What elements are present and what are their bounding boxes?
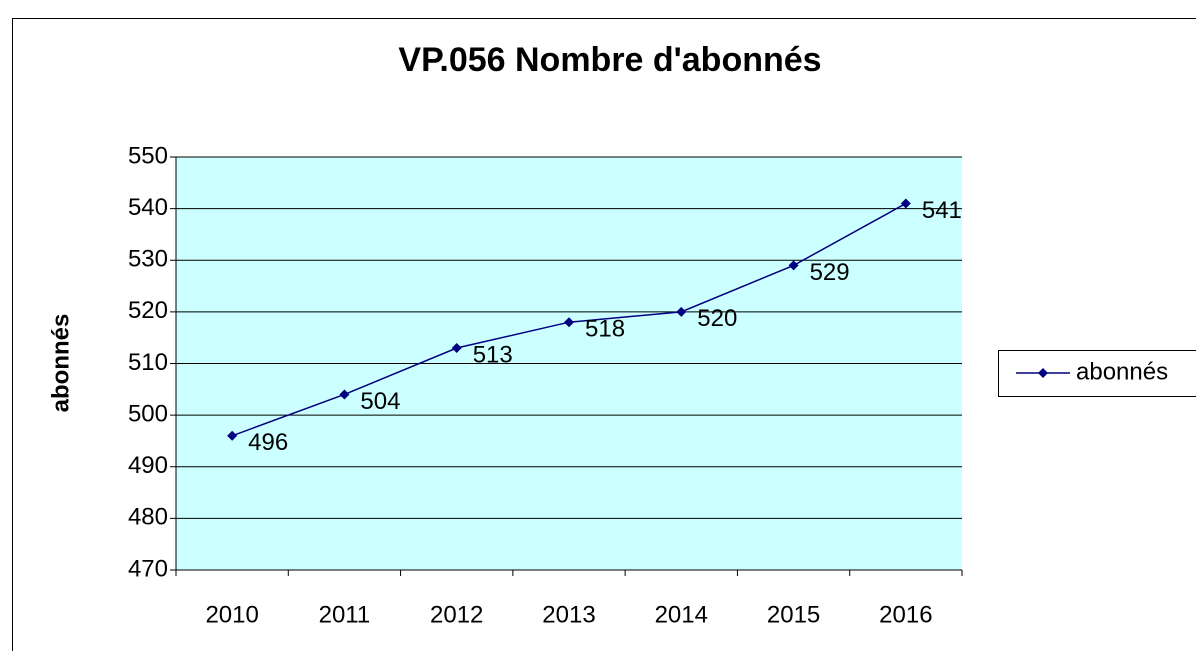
y-tick-label: 500 (128, 400, 168, 427)
y-tick-label: 530 (128, 246, 168, 273)
y-axis-label: abonnés (47, 314, 74, 413)
data-label: 504 (360, 388, 400, 415)
marker (900, 198, 911, 209)
marker (339, 389, 350, 400)
legend-label: abonnés (1076, 358, 1168, 385)
x-tick-label: 2010 (205, 601, 258, 628)
data-label: 541 (922, 197, 962, 224)
marker (227, 430, 238, 441)
x-tick-label: 2012 (430, 601, 483, 628)
marker (676, 306, 687, 317)
marker (451, 343, 462, 354)
data-label: 518 (585, 316, 625, 343)
y-tick-label: 490 (128, 452, 168, 479)
y-tick-label: 480 (128, 504, 168, 531)
chart-title: VP.056 Nombre d'abonnés (398, 41, 821, 79)
y-tick-label: 540 (128, 194, 168, 221)
y-tick-label: 520 (128, 297, 168, 324)
y-tick-label: 510 (128, 349, 168, 376)
data-label: 496 (248, 429, 288, 456)
x-tick-label: 2011 (319, 601, 371, 628)
y-tick-label: 470 (128, 555, 168, 582)
x-tick-label: 2016 (879, 601, 932, 628)
data-label: 520 (697, 305, 737, 332)
legend: abonnés (998, 350, 1196, 397)
x-tick-label: 2015 (767, 601, 820, 628)
data-label: 513 (473, 341, 513, 368)
marker (564, 317, 574, 328)
marker (788, 260, 799, 271)
data-label: 529 (810, 259, 850, 286)
x-tick-label: 2013 (542, 601, 595, 628)
y-tick-label: 550 (128, 142, 168, 169)
x-tick-label: 2014 (655, 601, 708, 628)
legend-marker (1038, 368, 1048, 378)
